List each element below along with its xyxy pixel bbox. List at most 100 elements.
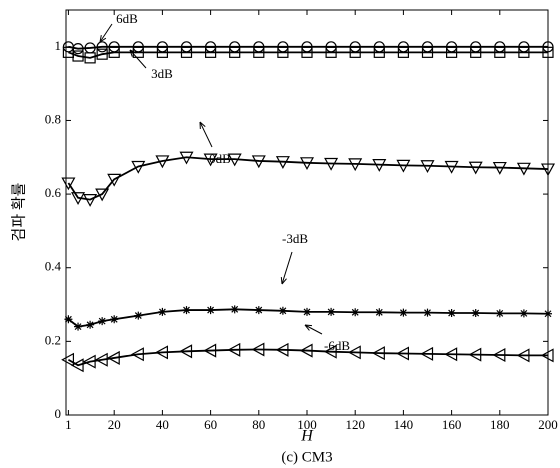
arrow-head [280,276,287,285]
marker [179,151,194,165]
marker [492,347,506,362]
series-line [68,51,548,59]
annotation-arrow [99,23,113,43]
marker [447,309,456,318]
annotation: -6dB [324,338,350,353]
y-tick-label: 1 [55,38,62,53]
marker [106,350,120,365]
marker [96,41,108,53]
marker [468,347,482,362]
marker [95,188,110,202]
marker [540,348,554,363]
marker [64,315,73,324]
marker [83,194,98,207]
x-tick-label: 100 [297,417,317,432]
marker [396,159,411,173]
marker [230,305,239,314]
marker [516,348,530,363]
marker [180,46,193,58]
marker [519,309,528,318]
marker [203,153,218,167]
marker [107,173,122,187]
x-tick-label: 60 [204,417,217,432]
marker [468,161,483,175]
marker [324,157,339,171]
marker [131,160,146,174]
marker [373,46,385,58]
annotation-arrow [199,121,213,148]
arrow-head [199,121,206,130]
marker [372,346,385,361]
marker [375,308,384,317]
annotation: 3dB [151,66,173,81]
marker [132,46,144,58]
marker [423,308,432,317]
annotation: -3dB [282,231,308,246]
marker [325,46,337,58]
arrow-head [99,35,107,43]
x-tick-label: 180 [490,417,510,432]
marker [518,46,530,58]
marker [495,309,504,318]
marker [303,307,311,316]
marker [227,153,242,167]
marker [82,354,96,369]
x-tick-label: 80 [252,417,265,432]
marker [470,46,482,58]
marker [110,315,119,324]
marker [253,46,265,58]
marker [72,50,84,62]
y-tick-label: 0.2 [45,332,61,347]
marker [251,155,266,169]
x-axis-label: H [300,428,314,445]
marker [444,347,458,362]
marker [251,342,265,357]
marker [299,157,315,171]
marker [299,343,313,358]
marker [372,159,387,172]
marker [301,46,313,58]
arrow-head [304,324,313,331]
annotation: 6dB [116,11,138,26]
x-tick-label: 40 [156,417,169,432]
marker [347,345,361,360]
annotation-arrow [129,49,147,69]
marker [277,46,289,58]
marker [492,161,507,175]
y-axis-label: 검파 확률 [10,182,27,241]
marker [61,352,75,367]
marker [275,156,290,169]
marker [420,160,435,173]
marker [327,307,336,316]
marker [254,306,263,315]
marker [542,46,554,58]
marker [205,46,217,58]
marker [74,322,83,331]
marker [134,311,143,320]
marker [544,309,552,318]
x-tick-label: 140 [394,417,414,432]
annotation: 0dB [209,151,231,166]
marker [71,192,86,206]
marker [131,347,144,362]
marker [351,308,360,317]
series-line [67,156,549,201]
marker [182,306,191,315]
y-tick-label: 0 [55,406,62,421]
y-tick-label: 0.8 [45,111,61,126]
marker [399,308,408,317]
marker [397,46,409,58]
marker [70,358,84,373]
marker [349,46,361,58]
marker [179,344,193,359]
marker [494,46,506,58]
marker [155,155,170,169]
marker [158,307,167,316]
marker [96,48,108,60]
marker [275,342,289,357]
marker [61,177,76,191]
marker [516,162,531,176]
marker [396,346,409,361]
marker [156,46,168,58]
